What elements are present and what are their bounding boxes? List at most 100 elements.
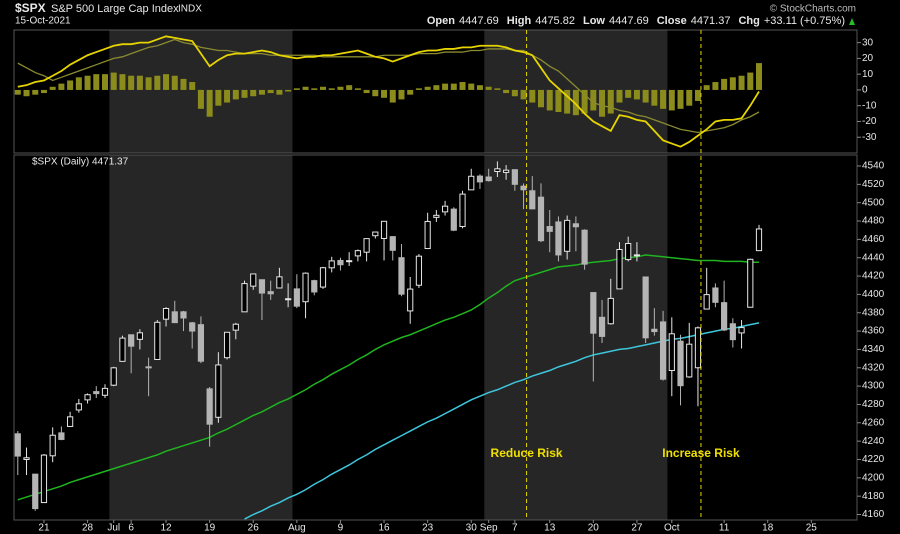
x-tick-label: 25 — [806, 523, 818, 534]
quote-label: Close — [657, 15, 687, 27]
histogram-bar — [476, 85, 483, 90]
histogram-bar — [389, 89, 396, 103]
candle-body — [581, 229, 588, 265]
x-tick-label: 19 — [204, 523, 216, 534]
candle-body — [555, 221, 562, 256]
y-tick-label: 4180 — [862, 491, 885, 502]
candle-body — [328, 260, 335, 269]
candle-body — [398, 257, 405, 295]
candle-body — [276, 276, 283, 289]
x-tick-label: 28 — [82, 523, 94, 534]
histogram-bar — [415, 88, 422, 90]
histogram-bar — [651, 89, 658, 106]
change-arrow — [849, 18, 855, 25]
histogram-bar — [407, 89, 414, 95]
histogram-bar — [40, 89, 47, 94]
candle-body — [285, 298, 292, 301]
histogram-bar — [75, 77, 82, 90]
x-tick-label: 6 — [128, 523, 134, 534]
histogram-bar — [311, 88, 318, 90]
x-tick-label: Sep — [480, 523, 498, 534]
y-tick-label: 4260 — [862, 417, 885, 428]
x-tick-label: 27 — [631, 523, 643, 534]
histogram-bar — [363, 89, 370, 94]
y-tick-label: 4200 — [862, 472, 885, 483]
histogram-bar — [677, 89, 684, 109]
histogram-bar — [232, 89, 239, 100]
candle-body — [23, 457, 30, 460]
histogram-bar — [459, 82, 466, 90]
candle-body — [380, 220, 388, 239]
candle-body — [485, 176, 492, 182]
x-tick-label: Jul — [107, 523, 120, 534]
candle-body — [197, 324, 205, 362]
histogram-bar — [625, 89, 632, 98]
y-tick-label: -30 — [862, 132, 877, 143]
x-tick-label: 30 — [466, 523, 478, 534]
histogram-bar — [276, 89, 283, 95]
quote-line: Open 4447.69 High 4475.82 Low 4447.69 Close 447… — [427, 15, 845, 27]
index-name: S&P 500 Large Cap Index — [51, 3, 179, 15]
y-tick-label: 4220 — [862, 454, 885, 465]
candle-body — [721, 302, 728, 331]
candle-body — [154, 321, 161, 361]
histogram-bar — [337, 86, 344, 90]
x-tick-label: 13 — [544, 523, 556, 534]
histogram-bar — [607, 89, 614, 114]
x-tick-label: 18 — [762, 523, 774, 534]
histogram-bar — [197, 89, 204, 109]
candle-body — [729, 323, 736, 341]
exchange: INDX — [178, 4, 202, 15]
candle-body — [564, 219, 571, 252]
histogram-bar — [119, 74, 126, 90]
histogram-bar — [756, 63, 762, 90]
histogram-bar — [136, 75, 143, 90]
histogram-bar — [747, 72, 754, 90]
histogram-bar — [721, 78, 728, 90]
quote-label: Open — [427, 15, 455, 27]
indicator-line — [17, 38, 760, 134]
histogram-bar — [84, 75, 91, 90]
candle-body — [529, 190, 536, 210]
histogram-bar — [520, 89, 527, 100]
histogram-bar — [67, 80, 74, 90]
histogram-bar — [581, 89, 588, 114]
histogram-bar — [224, 89, 231, 103]
histogram-bar — [128, 75, 135, 90]
x-tick-label: 23 — [422, 523, 434, 534]
histogram-bar — [529, 89, 536, 103]
histogram-bar — [590, 89, 597, 111]
x-tick-label: 26 — [248, 523, 260, 534]
histogram-bar — [538, 89, 544, 108]
x-tick-label: 21 — [38, 523, 50, 534]
candle-body — [633, 254, 641, 257]
candle-body — [537, 196, 545, 242]
quote-value: 4471.37 — [691, 15, 731, 27]
histogram-bar — [564, 89, 571, 114]
candle-body — [389, 236, 396, 251]
histogram-bar — [171, 75, 178, 90]
candle-body — [136, 332, 143, 340]
y-tick-label: 4540 — [862, 161, 885, 172]
histogram-bar — [703, 85, 710, 90]
y-tick-label: 30 — [862, 37, 874, 48]
candle-body — [58, 432, 65, 440]
y-tick-label: 10 — [862, 69, 874, 80]
date: 15-Oct-2021 — [15, 16, 71, 27]
annotation-text: Increase Risk — [662, 446, 740, 460]
y-tick-label: 4280 — [862, 399, 885, 410]
candle-body — [668, 333, 675, 372]
histogram-bar — [442, 83, 449, 90]
histogram-bar — [660, 89, 667, 109]
candle-body — [232, 323, 239, 331]
candle-body — [67, 416, 74, 427]
y-tick-label: 4300 — [862, 381, 885, 392]
candle-body — [694, 327, 702, 369]
y-tick-label: 4240 — [862, 436, 885, 447]
x-tick-label: Oct — [664, 523, 680, 534]
quote-label: High — [507, 15, 532, 27]
histogram-bar — [320, 86, 326, 90]
quote-label: Low — [583, 15, 605, 27]
candle-body — [189, 322, 196, 332]
